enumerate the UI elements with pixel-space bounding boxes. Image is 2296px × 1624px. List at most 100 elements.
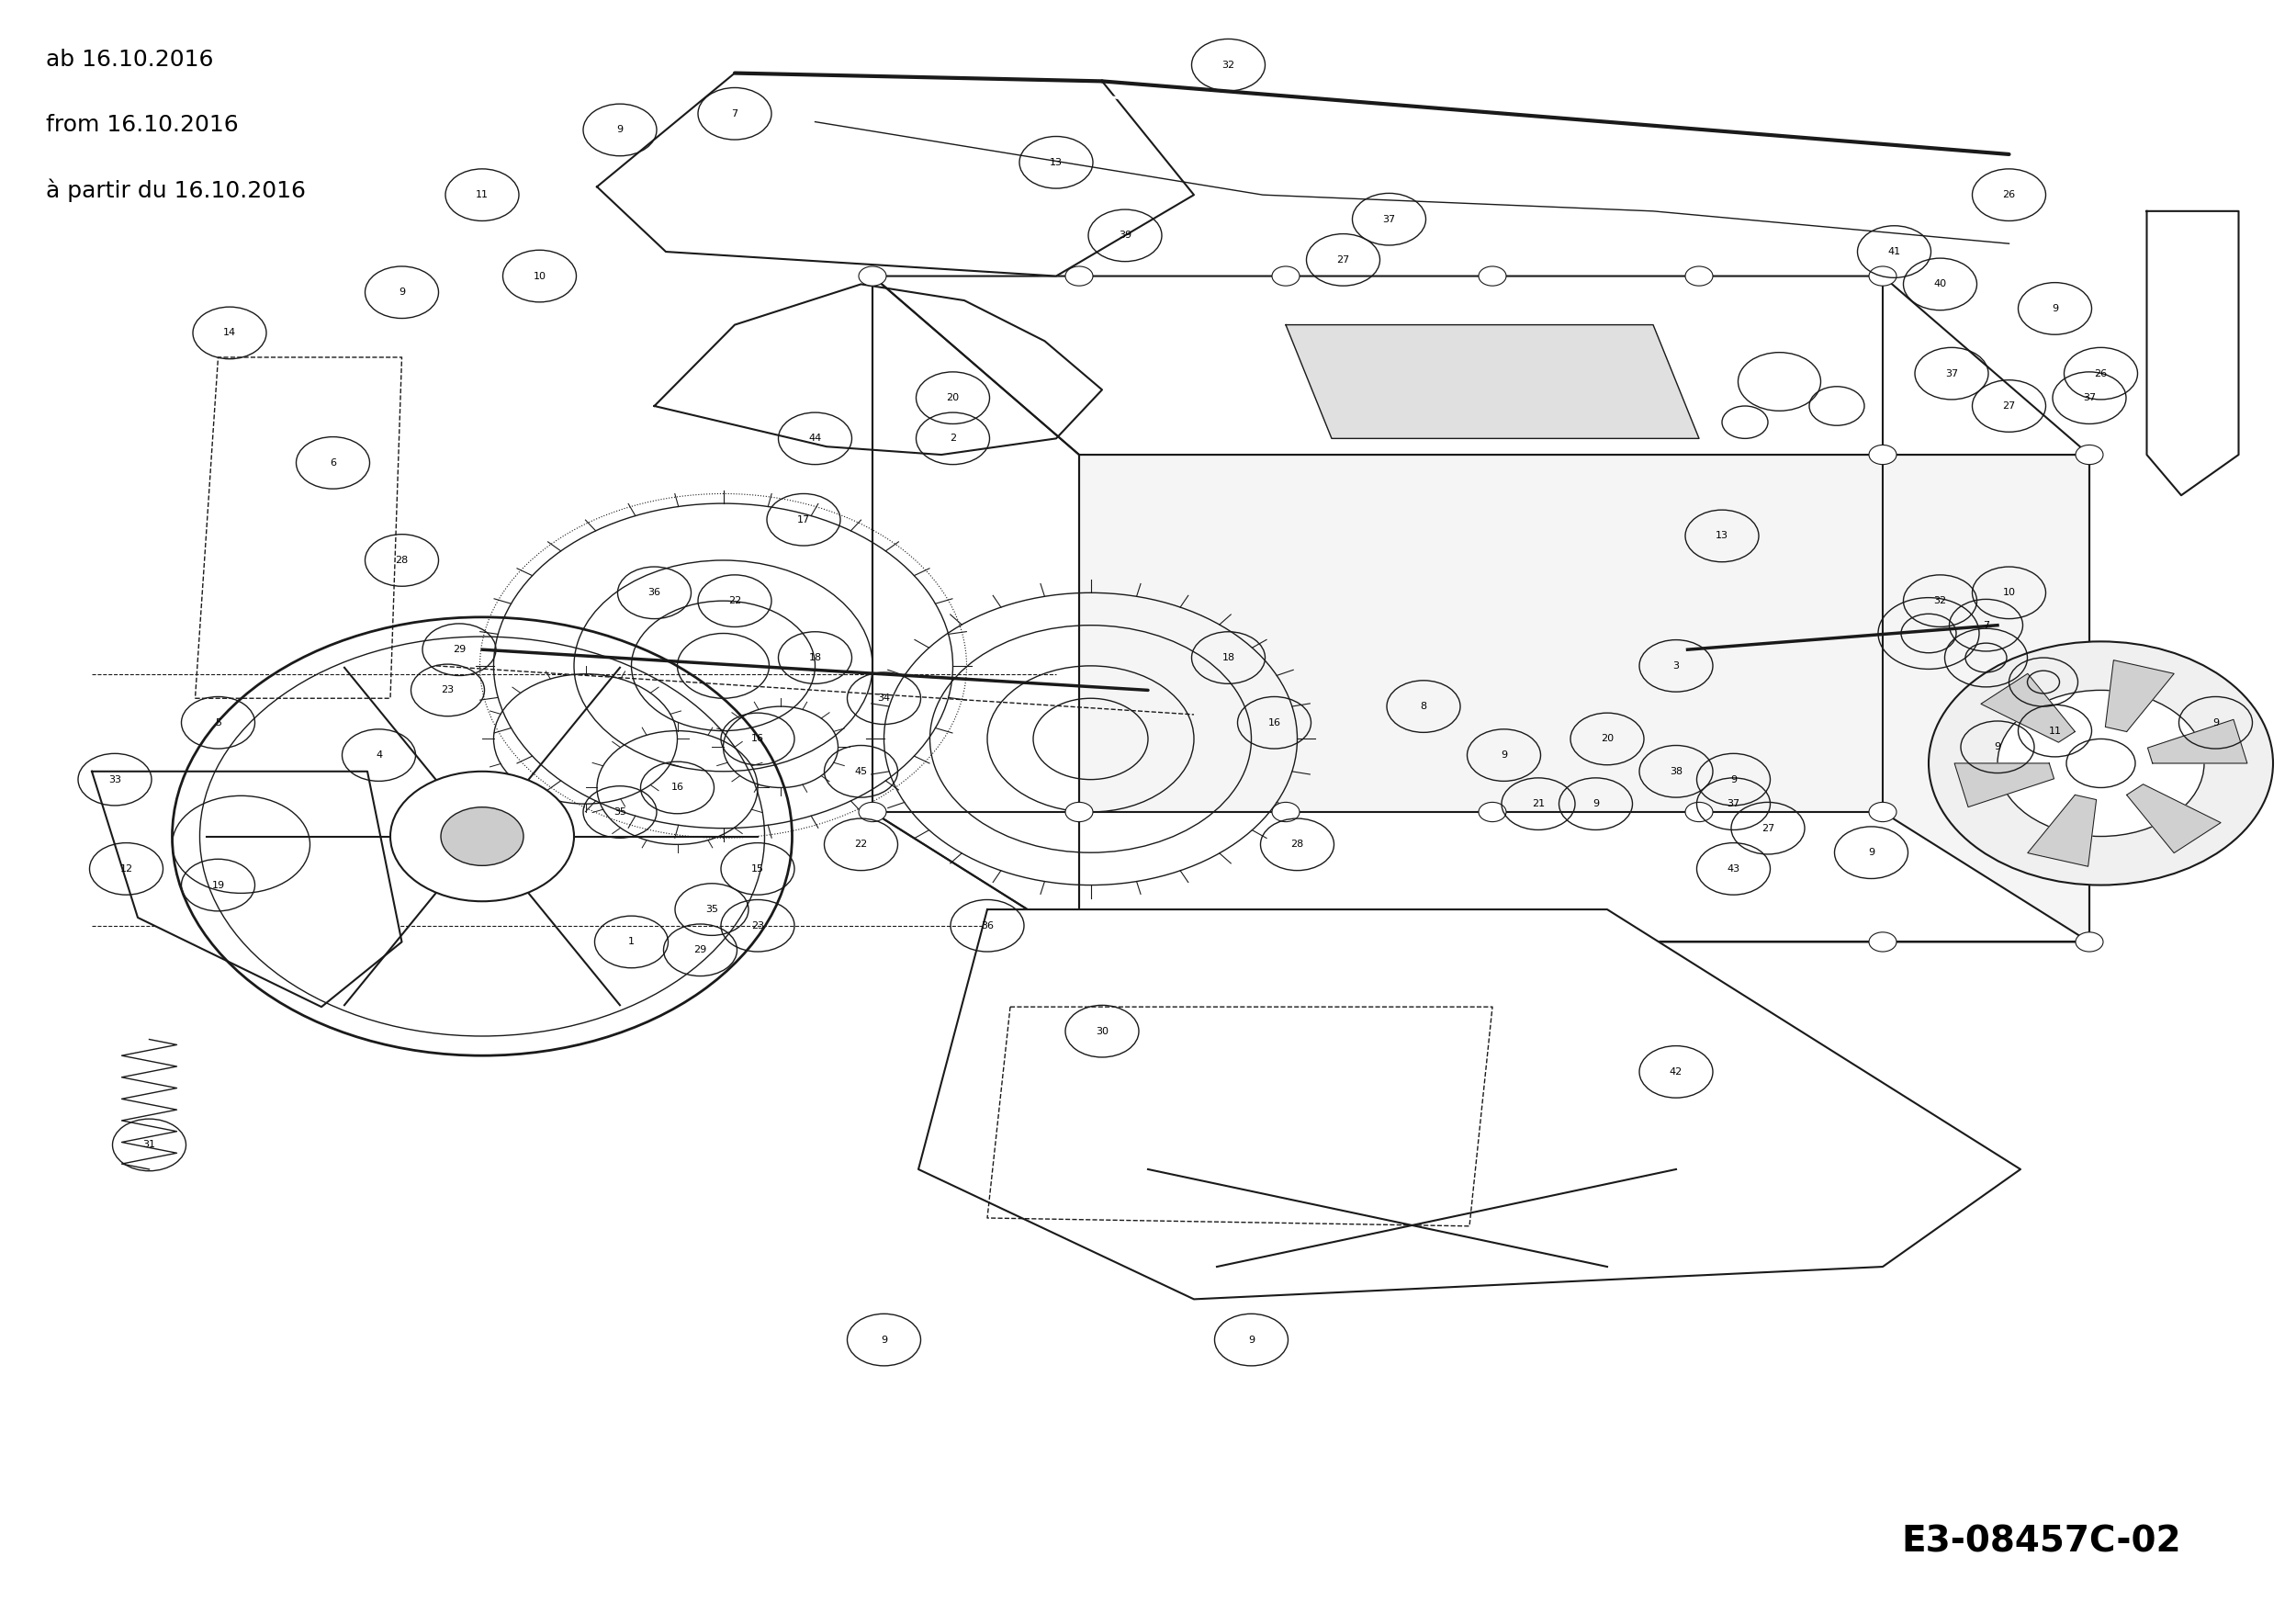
Text: 18: 18 bbox=[1221, 653, 1235, 663]
Text: 5: 5 bbox=[216, 718, 220, 728]
Text: 13: 13 bbox=[1715, 531, 1729, 541]
Text: 4: 4 bbox=[377, 750, 381, 760]
Circle shape bbox=[1685, 266, 1713, 286]
Circle shape bbox=[1272, 266, 1300, 286]
Text: 11: 11 bbox=[2048, 726, 2062, 736]
Text: 9: 9 bbox=[1995, 742, 2000, 752]
Text: 45: 45 bbox=[854, 767, 868, 776]
Text: 37: 37 bbox=[1945, 369, 1958, 378]
Polygon shape bbox=[2147, 211, 2239, 495]
Text: 27: 27 bbox=[1336, 255, 1350, 265]
Text: 29: 29 bbox=[452, 645, 466, 654]
Text: 16: 16 bbox=[670, 783, 684, 793]
Text: 26: 26 bbox=[2094, 369, 2108, 378]
Text: 6: 6 bbox=[331, 458, 335, 468]
Text: 39: 39 bbox=[1118, 231, 1132, 240]
Polygon shape bbox=[2027, 794, 2096, 867]
Polygon shape bbox=[1079, 455, 2089, 942]
Text: 9: 9 bbox=[1731, 775, 1736, 784]
Polygon shape bbox=[872, 812, 2089, 942]
Text: 27: 27 bbox=[1761, 823, 1775, 833]
Text: 16: 16 bbox=[751, 734, 765, 744]
Circle shape bbox=[1869, 266, 1896, 286]
Text: 43: 43 bbox=[1727, 864, 1740, 874]
Polygon shape bbox=[92, 771, 402, 1007]
Polygon shape bbox=[872, 276, 1079, 942]
Text: 29: 29 bbox=[693, 945, 707, 955]
Text: 23: 23 bbox=[441, 685, 455, 695]
Polygon shape bbox=[195, 357, 402, 698]
Text: 1: 1 bbox=[629, 937, 634, 947]
Text: 15: 15 bbox=[751, 864, 765, 874]
Text: 9: 9 bbox=[1249, 1335, 1254, 1345]
Circle shape bbox=[1685, 802, 1713, 822]
Text: 21: 21 bbox=[1531, 799, 1545, 809]
Circle shape bbox=[1869, 445, 1896, 464]
Text: 34: 34 bbox=[877, 693, 891, 703]
Text: 36: 36 bbox=[980, 921, 994, 931]
Text: 42: 42 bbox=[1669, 1067, 1683, 1077]
Circle shape bbox=[1929, 641, 2273, 885]
Circle shape bbox=[1272, 802, 1300, 822]
Text: 9: 9 bbox=[1869, 848, 1874, 857]
Circle shape bbox=[1869, 932, 1896, 952]
Text: 16: 16 bbox=[1267, 718, 1281, 728]
Text: 9: 9 bbox=[1502, 750, 1506, 760]
Text: 27: 27 bbox=[2002, 401, 2016, 411]
Text: 37: 37 bbox=[1382, 214, 1396, 224]
Text: 8: 8 bbox=[1421, 702, 1426, 711]
Polygon shape bbox=[597, 73, 1194, 276]
Circle shape bbox=[1065, 802, 1093, 822]
Text: 38: 38 bbox=[1669, 767, 1683, 776]
Text: 28: 28 bbox=[1290, 840, 1304, 849]
Text: 37: 37 bbox=[2082, 393, 2096, 403]
Polygon shape bbox=[1981, 674, 2076, 742]
Text: 9: 9 bbox=[400, 287, 404, 297]
Text: 17: 17 bbox=[797, 515, 810, 525]
Text: 40: 40 bbox=[1933, 279, 1947, 289]
Text: à partir du 16.10.2016: à partir du 16.10.2016 bbox=[46, 179, 305, 201]
Text: 9: 9 bbox=[882, 1335, 886, 1345]
Text: 35: 35 bbox=[705, 905, 719, 914]
Text: 30: 30 bbox=[1095, 1026, 1109, 1036]
Polygon shape bbox=[1286, 325, 1699, 438]
Circle shape bbox=[441, 807, 523, 866]
Text: 31: 31 bbox=[142, 1140, 156, 1150]
Text: 7: 7 bbox=[732, 109, 737, 119]
Circle shape bbox=[2076, 445, 2103, 464]
Text: 22: 22 bbox=[728, 596, 742, 606]
Text: 9: 9 bbox=[1593, 799, 1598, 809]
Text: 7: 7 bbox=[1984, 620, 1988, 630]
Polygon shape bbox=[872, 276, 2089, 455]
Text: 14: 14 bbox=[223, 328, 236, 338]
Text: 36: 36 bbox=[647, 588, 661, 598]
Polygon shape bbox=[2147, 719, 2248, 763]
Text: E3-08457C-02: E3-08457C-02 bbox=[1901, 1525, 2181, 1559]
Text: 28: 28 bbox=[395, 555, 409, 565]
Text: 2: 2 bbox=[951, 434, 955, 443]
Text: 37: 37 bbox=[1727, 799, 1740, 809]
Circle shape bbox=[1998, 690, 2204, 836]
Text: 44: 44 bbox=[808, 434, 822, 443]
Text: 9: 9 bbox=[2213, 718, 2218, 728]
Text: 18: 18 bbox=[808, 653, 822, 663]
Polygon shape bbox=[2126, 784, 2220, 853]
Text: 9: 9 bbox=[618, 125, 622, 135]
Text: 33: 33 bbox=[108, 775, 122, 784]
Polygon shape bbox=[918, 909, 2020, 1299]
Circle shape bbox=[1479, 802, 1506, 822]
Text: 12: 12 bbox=[119, 864, 133, 874]
Circle shape bbox=[2066, 739, 2135, 788]
Circle shape bbox=[1869, 802, 1896, 822]
Text: 10: 10 bbox=[533, 271, 546, 281]
Circle shape bbox=[390, 771, 574, 901]
Text: 20: 20 bbox=[1600, 734, 1614, 744]
Text: 11: 11 bbox=[475, 190, 489, 200]
Text: 32: 32 bbox=[1933, 596, 1947, 606]
Text: 20: 20 bbox=[946, 393, 960, 403]
Polygon shape bbox=[2105, 659, 2174, 732]
Text: ab 16.10.2016: ab 16.10.2016 bbox=[46, 49, 214, 71]
Polygon shape bbox=[1954, 763, 2055, 807]
Text: 22: 22 bbox=[854, 840, 868, 849]
Text: 3: 3 bbox=[1674, 661, 1678, 671]
